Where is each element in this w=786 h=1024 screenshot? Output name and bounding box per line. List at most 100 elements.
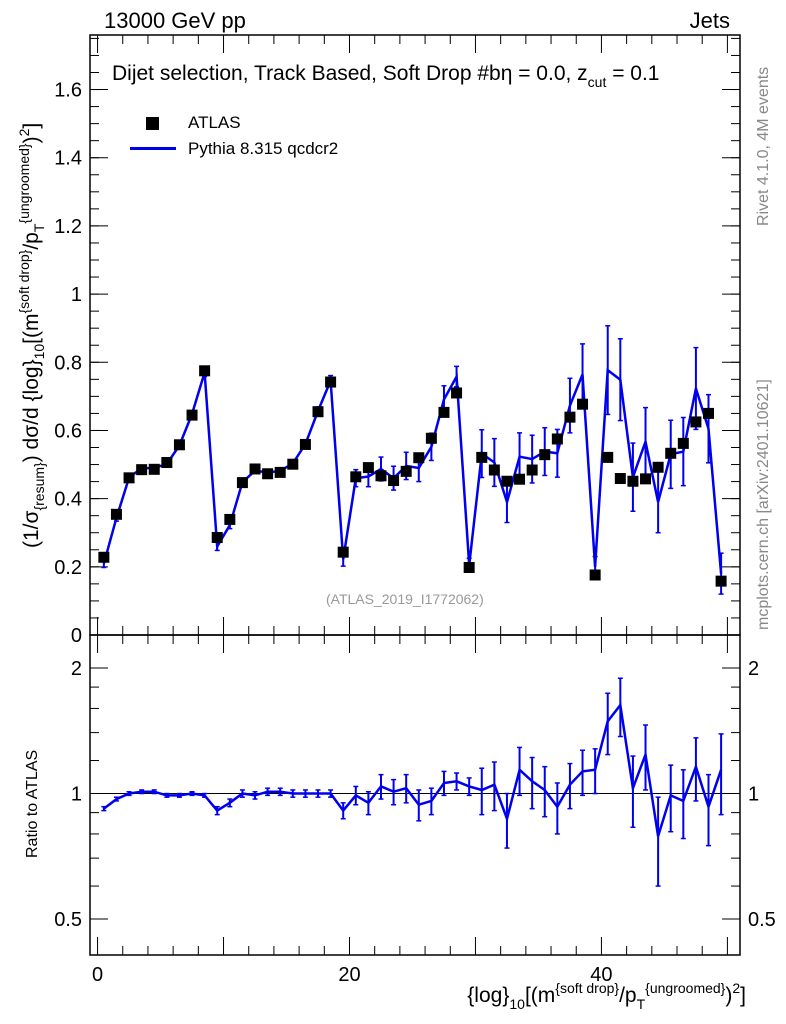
atlas-data-point — [136, 464, 148, 476]
atlas-data-point — [388, 475, 400, 487]
atlas-data-point — [337, 546, 349, 558]
main-ytick-label: 0.2 — [54, 557, 82, 579]
atlas-data-point — [161, 457, 173, 468]
main-ytick-label: 1.2 — [54, 216, 82, 238]
atlas-data-point — [249, 463, 261, 475]
atlas-data-point — [262, 468, 274, 480]
ratio-ytick-label: 2 — [71, 658, 82, 680]
main-ytick-label: 0.6 — [54, 420, 82, 442]
atlas-data-point — [236, 477, 248, 489]
atlas-data-point — [577, 398, 589, 410]
atlas-data-point — [715, 575, 727, 587]
legend-marker-atlas — [146, 117, 159, 130]
atlas-data-point — [463, 562, 475, 573]
atlas-data-point — [299, 438, 311, 450]
xlabel-part: ] — [740, 984, 746, 1007]
axis-ticks: 0 0.2 0.4 0.6 0.8 1 1.2 1.4 1.6 0 20 40 0.5 0.5 1 1 2 2 — [54, 35, 776, 986]
main-ylabel-part: [(m — [20, 313, 43, 344]
xlabel-sub: T — [636, 996, 646, 1012]
atlas-data-point — [627, 475, 639, 487]
header-left: 13000 GeV pp — [104, 8, 246, 33]
atlas-data-point — [350, 471, 362, 483]
atlas-data-point — [413, 452, 425, 464]
xlabel-sub: 10 — [509, 996, 525, 1012]
main-ylabel: (1/σ{resum}) dσ/d {log}10[(m{soft drop}/… — [16, 123, 47, 548]
main-ytick-label: 0.8 — [54, 352, 82, 374]
ratio-ytick-label-right: 2 — [748, 658, 759, 680]
ratio-ytick-label-right: 0.5 — [748, 909, 776, 931]
ratio-ylabel: Ratio to ATLAS — [24, 749, 41, 858]
atlas-data-point — [476, 451, 488, 463]
legend-line-pythia — [130, 147, 176, 150]
main-ytick-label: 1 — [71, 284, 82, 306]
main-ytick-label: 0.4 — [54, 489, 82, 511]
main-ylabel-part: ) dσ/d {log} — [20, 359, 43, 463]
plot-title-main: Dijet selection, Track Based, Soft Drop … — [112, 62, 501, 85]
xlabel-sup: 2 — [732, 980, 741, 996]
header-right: Jets — [689, 8, 730, 33]
atlas-data-point — [362, 462, 374, 474]
atlas-data-point — [652, 461, 664, 473]
atlas-data-point — [514, 473, 526, 485]
atlas-data-point — [400, 465, 412, 477]
atlas-data-point — [186, 409, 198, 421]
atlas-data-point — [677, 437, 689, 449]
ratio-ytick-label: 0.5 — [54, 909, 82, 931]
xlabel-sup: {soft drop} — [555, 980, 620, 996]
atlas-data-point — [312, 406, 324, 418]
ratio-series-line — [103, 702, 723, 837]
xaxis-label: {log}10[(m{soft drop}/pT{ungroomed})2] — [467, 980, 746, 1012]
atlas-data-point — [325, 376, 337, 388]
atlas-data-point — [614, 473, 626, 485]
main-ylabel-sub: {resum} — [31, 462, 47, 511]
xlabel-part: ) — [725, 984, 733, 1007]
main-ylabel-sup: {ungroomed} — [16, 143, 32, 224]
atlas-data-point — [703, 407, 715, 419]
xlabel-part: [(m — [524, 984, 556, 1007]
atlas-data-point — [438, 406, 450, 418]
main-ylabel-sub: 10 — [31, 343, 47, 360]
main-ytick-label: 1.6 — [54, 80, 82, 102]
atlas-data-point — [501, 475, 513, 487]
ratio-ytick-label: 1 — [71, 784, 82, 806]
atlas-data-point — [375, 470, 387, 482]
main-ytick-label: 0 — [71, 625, 82, 647]
atlas-data-point — [551, 433, 563, 445]
atlas-data-point — [123, 472, 135, 484]
atlas-data-point — [690, 416, 702, 428]
xlabel-part: {log} — [467, 984, 510, 1007]
atlas-data-point — [564, 411, 576, 423]
main-ylabel-part: /p — [20, 232, 43, 250]
atlas-data-point — [665, 447, 677, 459]
main-ylabel-sup: {soft drop} — [16, 249, 32, 314]
atlas-data-point — [110, 508, 122, 520]
plot-title-end: = 0.1 — [606, 62, 660, 85]
atlas-data-point — [148, 463, 160, 475]
atlas-data-point — [274, 466, 286, 478]
xlabel-sup: {ungroomed} — [645, 980, 726, 996]
xtick-label: 20 — [338, 964, 360, 986]
plot-title-eta: η = 0.0, z — [500, 62, 588, 85]
main-ylabel-sup: 2 — [16, 128, 32, 137]
analysis-watermark: (ATLAS_2019_I1772062) — [326, 591, 484, 607]
side-text-rivet: Rivet 4.1.0, 4M events — [755, 66, 772, 226]
atlas-data-point — [451, 387, 463, 399]
side-text-mcplots: mcplots.cern.ch [arXiv:2401.10621] — [755, 379, 772, 630]
legend-label-pythia: Pythia 8.315 qcdcr2 — [188, 139, 339, 158]
atlas-data-point — [173, 439, 185, 451]
atlas-data-point — [488, 464, 500, 476]
atlas-data-point — [287, 458, 299, 470]
atlas-data-point — [589, 569, 601, 581]
atlas-data-point — [199, 365, 211, 377]
ratio-ytick-label-right: 1 — [748, 784, 759, 806]
atlas-data-point — [211, 532, 223, 543]
ratio-frame-border — [89, 634, 741, 956]
legend-label-atlas: ATLAS — [188, 113, 241, 132]
atlas-data-point — [539, 449, 551, 461]
plot-title-sub: cut — [587, 74, 607, 90]
atlas-data-point — [602, 451, 614, 463]
xlabel-part: /p — [619, 984, 637, 1007]
main-ylabel-part: (1/σ — [20, 510, 43, 548]
